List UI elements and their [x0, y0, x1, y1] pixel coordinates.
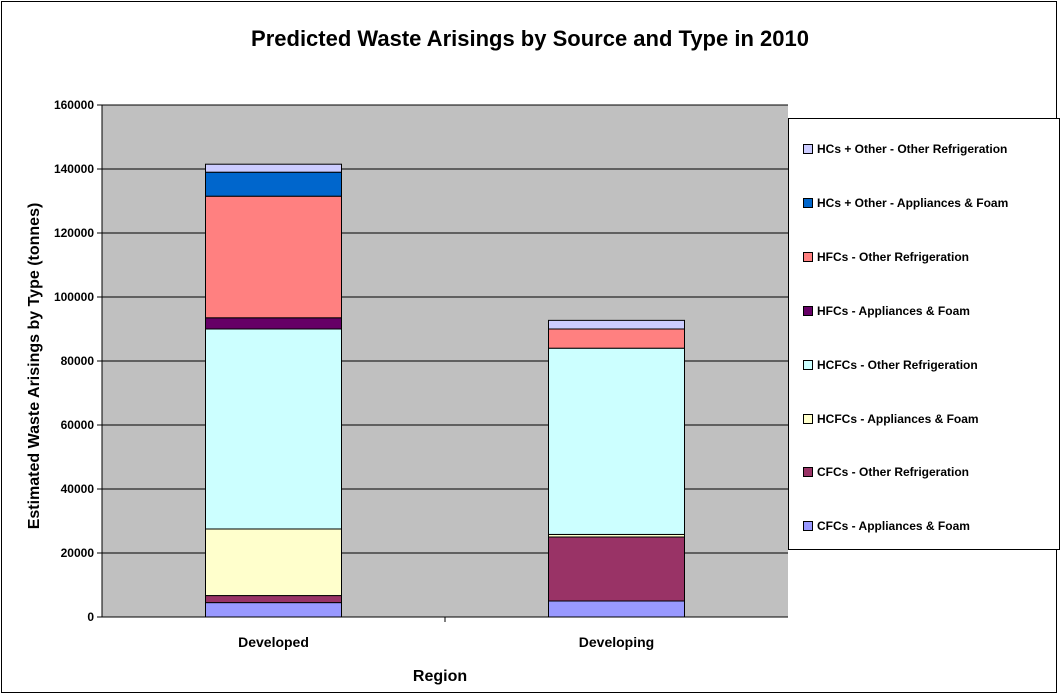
legend-item: CFCs - Appliances & Foam — [803, 518, 970, 534]
legend-item: HCs + Other - Appliances & Foam — [803, 195, 1008, 211]
legend-label: HFCs - Appliances & Foam — [817, 303, 970, 318]
axes — [97, 104, 788, 622]
legend-label: HCFCs - Other Refrigeration — [817, 357, 978, 372]
bar-segment — [205, 171, 342, 197]
legend-swatch — [803, 521, 813, 532]
legend-swatch — [803, 144, 813, 154]
legend-label: HFCs - Other Refrigeration — [817, 249, 970, 264]
bar-segment — [205, 195, 342, 319]
y-tick-label: 60000 — [61, 418, 95, 432]
bar-segment — [548, 347, 685, 535]
bar-segment — [205, 163, 342, 173]
legend-label: CFCs - Other Refrigeration — [817, 465, 970, 480]
x-axis-label: Region — [413, 668, 467, 685]
legend-item: CFCs - Other Refrigeration — [803, 464, 969, 480]
x-category-label: Developing — [579, 634, 654, 650]
legend-swatch — [803, 467, 813, 478]
legend-label: HCs + Other - Appliances & Foam — [817, 195, 1009, 210]
legend-item: HCFCs - Other Refrigeration — [803, 357, 978, 373]
legend-swatch — [803, 251, 813, 262]
y-tick-label: 80000 — [61, 354, 95, 368]
bar-segment — [205, 317, 342, 330]
y-tick-label: 20000 — [61, 546, 95, 560]
bar-segment — [205, 595, 342, 604]
bar-segment — [548, 328, 685, 349]
y-tick-labels: 0 20000 40000 60000 80000 100000 120000 140000 1… — [54, 98, 94, 624]
bar-segment — [205, 602, 342, 618]
y-tick-label: 0 — [87, 610, 94, 624]
legend-swatch — [803, 305, 813, 316]
x-category-labels: Developed Developing — [238, 634, 654, 650]
bar-segment — [205, 528, 342, 597]
y-axis-label: Estimated Waste Arisings by Type (tonnes… — [26, 203, 43, 530]
y-tick-label: 140000 — [54, 162, 94, 176]
legend-swatch — [803, 413, 813, 424]
legend: HCs + Other - Other Refrigeration HCs + O… — [788, 118, 1060, 550]
y-tick-label: 40000 — [61, 482, 95, 496]
y-tick-label: 120000 — [54, 226, 94, 240]
legend-item: HCFCs - Appliances & Foam — [803, 411, 979, 427]
y-tick-label: 100000 — [54, 290, 94, 304]
bar-segment — [548, 536, 685, 602]
legend-label: HCFCs - Appliances & Foam — [817, 411, 979, 426]
legend-item: HFCs - Appliances & Foam — [803, 303, 970, 319]
legend-item: HCs + Other - Other Refrigeration — [803, 141, 1007, 157]
y-tick-label: 160000 — [54, 98, 94, 112]
bars — [205, 163, 685, 618]
legend-label: HCs + Other - Other Refrigeration — [817, 142, 1008, 156]
chart-title: Predicted Waste Arisings by Source and T… — [251, 26, 809, 51]
legend-item: HFCs - Other Refrigeration — [803, 249, 969, 265]
bar-segment — [205, 328, 342, 530]
bar-segment — [548, 600, 685, 618]
legend-swatch — [803, 197, 813, 208]
bar-segment — [548, 319, 685, 330]
legend-label: CFCs - Appliances & Foam — [817, 519, 970, 534]
legend-swatch — [803, 359, 813, 370]
x-category-label: Developed — [238, 634, 309, 650]
